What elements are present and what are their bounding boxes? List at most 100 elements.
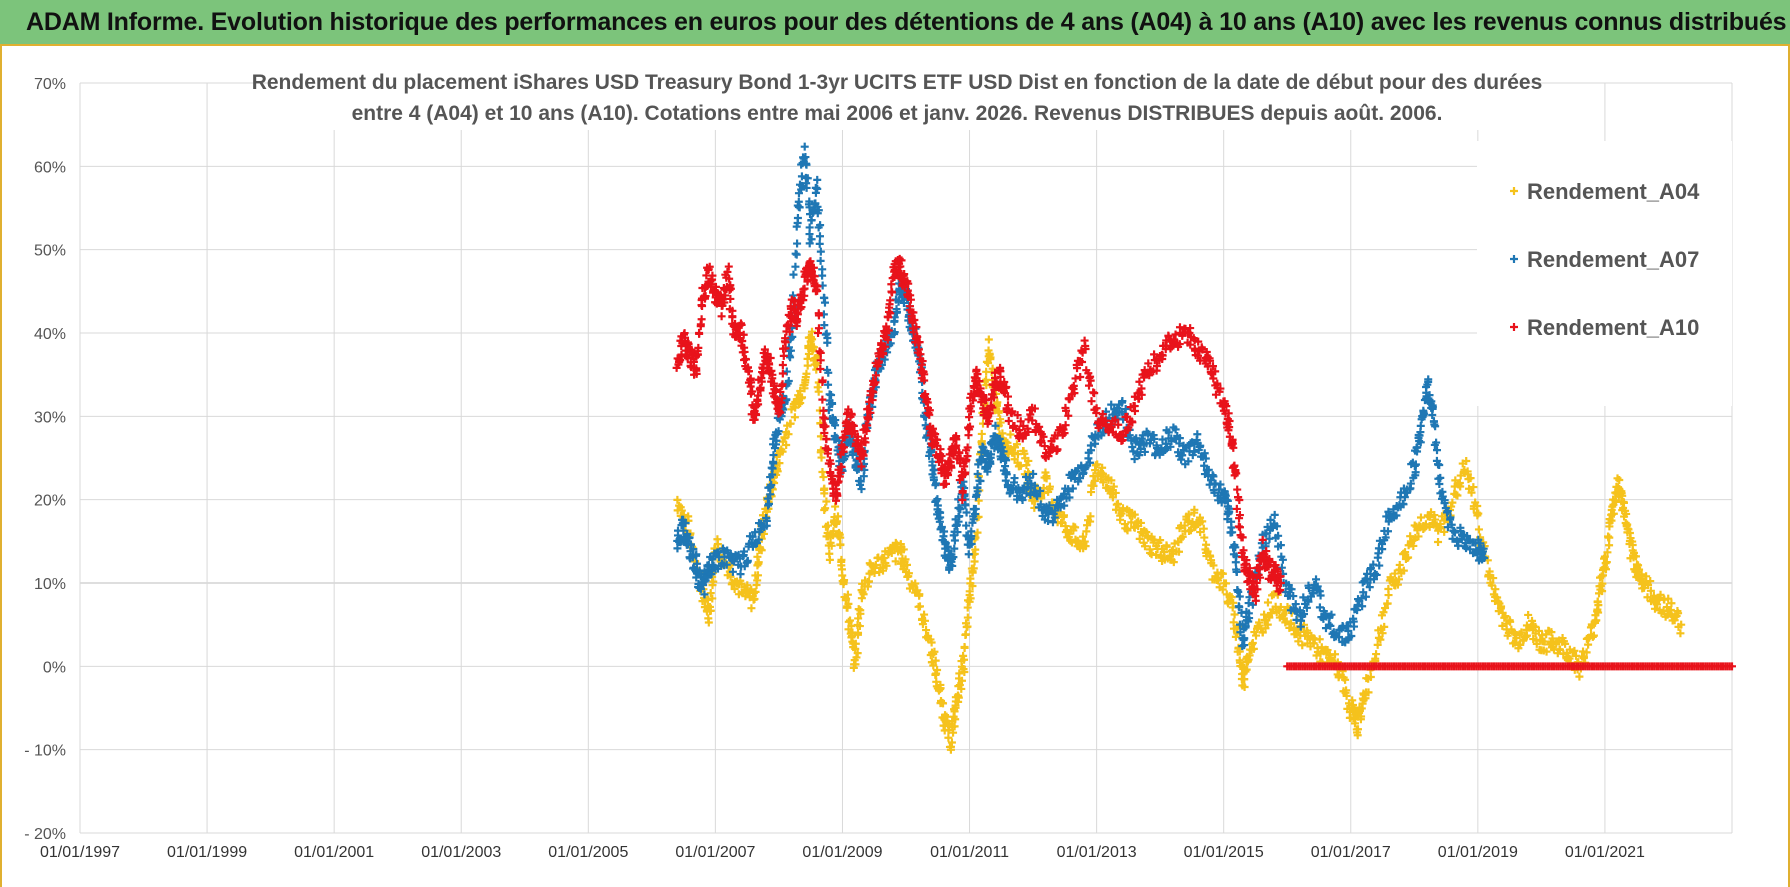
point-rendement-a07: [805, 239, 814, 248]
point-rendement-a07: [791, 262, 800, 271]
point-rendement-a04: [1676, 629, 1685, 638]
point-rendement-a04: [1086, 512, 1095, 521]
point-rendement-a04: [751, 587, 760, 596]
point-rendement-a07: [1216, 480, 1225, 489]
point-rendement-a04: [882, 561, 891, 570]
point-rendement-a04: [1401, 548, 1410, 557]
point-rendement-a04: [1350, 719, 1359, 728]
point-rendement-a07: [1429, 417, 1438, 426]
point-rendement-a04: [920, 610, 929, 619]
point-rendement-a04: [1448, 498, 1457, 507]
point-rendement-a04: [1372, 650, 1381, 659]
point-rendement-a07: [1029, 469, 1038, 478]
y-tick-label: - 20%: [24, 826, 66, 843]
point-rendement-a04: [1123, 526, 1132, 535]
point-rendement-a10: [725, 274, 734, 283]
point-rendement-a10: [832, 496, 841, 505]
point-rendement-a07: [794, 197, 803, 206]
point-rendement-a07: [766, 490, 775, 499]
point-rendement-a07: [1232, 567, 1241, 576]
point-rendement-a04: [879, 554, 888, 563]
point-rendement-a04: [939, 699, 948, 708]
point-rendement-a10: [737, 320, 746, 329]
point-rendement-a04: [1090, 476, 1099, 485]
point-rendement-a04: [1099, 478, 1108, 487]
point-rendement-a04: [1221, 579, 1230, 588]
point-rendement-a07: [1312, 575, 1321, 584]
point-rendement-a07: [1129, 447, 1138, 456]
point-rendement-a04: [753, 571, 762, 580]
point-rendement-a07: [973, 483, 982, 492]
point-rendement-a10: [766, 354, 775, 363]
point-rendement-a04: [945, 742, 954, 751]
x-tick-label: 01/01/2019: [1438, 844, 1518, 861]
point-rendement-a04: [807, 327, 816, 336]
point-rendement-a04: [677, 506, 686, 515]
point-rendement-a07: [769, 457, 778, 466]
point-rendement-a04: [1235, 647, 1244, 656]
point-rendement-a07: [1144, 429, 1152, 438]
point-rendement-a10: [833, 491, 842, 500]
point-rendement-a07: [1118, 397, 1127, 406]
point-rendement-a10: [776, 387, 785, 396]
point-rendement-a04: [1140, 542, 1149, 551]
point-rendement-a04: [1203, 547, 1212, 556]
point-rendement-a04: [821, 504, 830, 513]
point-rendement-a07: [1432, 438, 1441, 447]
point-rendement-a07: [1479, 544, 1488, 553]
point-rendement-a04: [859, 590, 868, 599]
point-rendement-a04: [843, 590, 852, 599]
point-rendement-a07: [1196, 441, 1205, 450]
point-rendement-a10: [723, 267, 732, 276]
point-rendement-a04: [753, 552, 762, 561]
point-rendement-a04: [706, 589, 715, 598]
point-rendement-a04: [1245, 651, 1254, 660]
point-rendement-a07: [1392, 511, 1401, 520]
point-rendement-a10: [832, 485, 841, 494]
point-rendement-a07: [798, 181, 807, 190]
point-rendement-a07: [1416, 428, 1425, 437]
point-rendement-a04: [1517, 628, 1526, 637]
point-rendement-a07: [880, 355, 889, 364]
point-rendement-a04: [1394, 575, 1403, 584]
point-rendement-a07: [730, 557, 738, 566]
legend-label: Rendement_A07: [1527, 247, 1699, 272]
header-bar: ADAM Informe. Evolution historique des p…: [0, 0, 1790, 46]
point-rendement-a07: [1235, 592, 1244, 601]
point-rendement-a04: [1156, 536, 1165, 545]
point-rendement-a04: [778, 447, 787, 456]
point-rendement-a04: [1263, 620, 1272, 629]
point-rendement-a04: [1615, 476, 1624, 485]
point-rendement-a07: [1304, 597, 1313, 606]
point-rendement-a04: [808, 335, 817, 344]
point-rendement-a07: [857, 485, 866, 494]
point-rendement-a10: [819, 406, 828, 415]
point-rendement-a07: [1291, 600, 1300, 609]
point-rendement-a07: [1164, 428, 1173, 437]
point-rendement-a04: [1609, 509, 1618, 518]
point-rendement-a10: [809, 271, 818, 280]
point-rendement-a10: [823, 445, 832, 454]
point-rendement-a04: [1506, 617, 1515, 626]
point-rendement-a07: [831, 421, 840, 430]
point-rendement-a10: [866, 408, 875, 417]
point-rendement-a04: [1589, 631, 1598, 640]
point-rendement-a07: [1086, 441, 1095, 450]
legend: Rendement_A04 Rendement_A07 Rendement_A10: [1477, 141, 1732, 406]
point-rendement-a04: [796, 386, 805, 395]
point-rendement-a04: [966, 594, 975, 603]
point-rendement-a07: [1406, 479, 1415, 488]
point-rendement-a07: [1287, 585, 1296, 594]
point-rendement-a04: [1357, 704, 1366, 713]
point-rendement-a04: [1089, 481, 1098, 490]
point-rendement-a04: [824, 521, 833, 530]
point-rendement-a04: [922, 626, 931, 635]
y-tick-label: 40%: [34, 326, 66, 343]
point-rendement-a10: [726, 294, 735, 303]
point-rendement-a07: [1201, 454, 1210, 463]
point-rendement-a04: [1265, 613, 1274, 622]
point-rendement-a07: [1435, 460, 1444, 469]
point-rendement-a04: [1263, 598, 1272, 607]
point-rendement-a04: [1190, 508, 1199, 517]
x-tick-label: 01/01/2009: [802, 844, 882, 861]
